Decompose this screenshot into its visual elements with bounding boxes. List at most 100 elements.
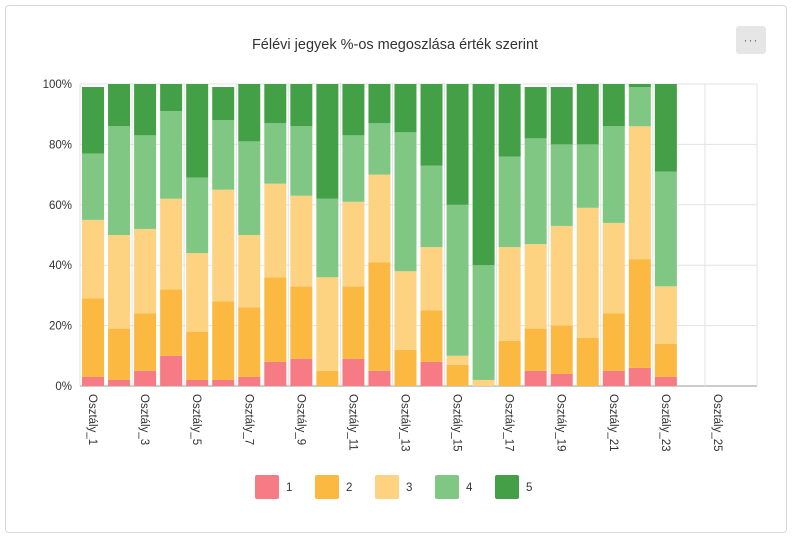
legend-swatch-4[interactable] [435, 475, 459, 499]
bar-segment-grade-1[interactable] [134, 370, 157, 386]
bar-segment-grade-1[interactable] [654, 376, 677, 386]
bar-segment-grade-2[interactable] [316, 370, 339, 386]
legend-swatch-1[interactable] [255, 475, 279, 499]
bar-segment-grade-4[interactable] [524, 138, 547, 245]
bar-segment-grade-2[interactable] [498, 340, 521, 386]
bar-segment-grade-1[interactable] [212, 379, 235, 386]
bar-segment-grade-3[interactable] [82, 219, 105, 299]
bar-segment-grade-1[interactable] [342, 358, 365, 386]
bar-segment-grade-3[interactable] [212, 189, 235, 302]
bar-segment-grade-5[interactable] [134, 84, 157, 136]
bar-segment-grade-3[interactable] [238, 235, 261, 308]
bar-segment-grade-3[interactable] [420, 247, 443, 311]
bar-segment-grade-4[interactable] [654, 171, 677, 287]
bar-segment-grade-4[interactable] [576, 144, 599, 208]
bar-segment-grade-3[interactable] [550, 225, 573, 326]
bar-segment-grade-3[interactable] [186, 253, 209, 332]
bar-segment-grade-1[interactable] [368, 370, 391, 386]
bar-segment-grade-3[interactable] [316, 277, 339, 371]
bar-segment-grade-4[interactable] [394, 132, 417, 272]
bar-segment-grade-1[interactable] [238, 376, 261, 386]
bar-segment-grade-5[interactable] [628, 84, 651, 88]
bar-segment-grade-5[interactable] [264, 84, 287, 124]
bar-segment-grade-5[interactable] [420, 84, 443, 166]
bar-segment-grade-4[interactable] [82, 153, 105, 220]
bar-segment-grade-3[interactable] [446, 355, 469, 365]
bar-segment-grade-3[interactable] [342, 201, 365, 287]
bar-segment-grade-5[interactable] [290, 84, 313, 127]
bar-segment-grade-5[interactable] [160, 84, 183, 112]
bar-segment-grade-4[interactable] [134, 135, 157, 229]
bar-segment-grade-5[interactable] [498, 84, 521, 157]
bar-segment-grade-1[interactable] [628, 367, 651, 386]
bar-segment-grade-2[interactable] [368, 262, 391, 371]
bar-segment-grade-5[interactable] [394, 84, 417, 133]
bar-segment-grade-2[interactable] [290, 286, 313, 359]
legend-label[interactable]: 2 [346, 482, 352, 494]
bar-segment-grade-3[interactable] [368, 174, 391, 263]
bar-segment-grade-2[interactable] [654, 343, 677, 377]
bar-segment-grade-5[interactable] [238, 84, 261, 142]
bar-segment-grade-1[interactable] [264, 361, 287, 386]
bar-segment-grade-2[interactable] [160, 289, 183, 356]
bar-segment-grade-4[interactable] [264, 123, 287, 184]
bar-segment-grade-5[interactable] [368, 84, 391, 124]
legend-label[interactable]: 3 [406, 482, 412, 494]
legend-swatch-3[interactable] [375, 475, 399, 499]
bar-segment-grade-1[interactable] [186, 379, 209, 386]
bar-segment-grade-4[interactable] [160, 111, 183, 199]
bar-segment-grade-2[interactable] [628, 259, 651, 368]
bar-segment-grade-3[interactable] [628, 126, 651, 260]
bar-segment-grade-3[interactable] [394, 271, 417, 350]
bar-segment-grade-5[interactable] [654, 84, 677, 172]
bar-segment-grade-3[interactable] [524, 244, 547, 329]
bar-segment-grade-5[interactable] [446, 84, 469, 205]
bar-segment-grade-1[interactable] [550, 373, 573, 386]
bar-segment-grade-4[interactable] [420, 165, 443, 248]
bar-segment-grade-1[interactable] [108, 379, 131, 386]
bar-segment-grade-5[interactable] [108, 84, 131, 127]
bar-segment-grade-4[interactable] [342, 135, 365, 202]
bar-segment-grade-3[interactable] [134, 228, 157, 314]
bar-segment-grade-1[interactable] [602, 370, 625, 386]
bar-segment-grade-5[interactable] [186, 84, 209, 178]
bar-segment-grade-4[interactable] [316, 198, 339, 278]
bar-segment-grade-4[interactable] [186, 177, 209, 254]
bar-segment-grade-5[interactable] [472, 84, 495, 266]
bar-segment-grade-3[interactable] [264, 183, 287, 278]
legend-swatch-5[interactable] [495, 475, 519, 499]
bar-segment-grade-1[interactable] [82, 376, 105, 386]
bar-segment-grade-2[interactable] [446, 364, 469, 386]
bar-segment-grade-4[interactable] [602, 126, 625, 223]
legend-label[interactable]: 4 [466, 482, 473, 494]
bar-segment-grade-2[interactable] [550, 325, 573, 374]
bar-segment-grade-5[interactable] [576, 84, 599, 145]
bar-segment-grade-3[interactable] [290, 195, 313, 287]
bar-segment-grade-4[interactable] [472, 265, 495, 380]
bar-segment-grade-3[interactable] [472, 379, 495, 386]
bar-segment-grade-5[interactable] [212, 87, 235, 121]
bar-segment-grade-3[interactable] [498, 247, 521, 341]
bar-segment-grade-4[interactable] [238, 141, 261, 235]
bar-segment-grade-3[interactable] [160, 198, 183, 290]
legend-swatch-2[interactable] [315, 475, 339, 499]
bar-segment-grade-1[interactable] [160, 355, 183, 386]
bar-segment-grade-4[interactable] [368, 123, 391, 175]
bar-segment-grade-3[interactable] [576, 207, 599, 338]
bar-segment-grade-2[interactable] [576, 337, 599, 386]
bar-segment-grade-2[interactable] [238, 307, 261, 377]
bar-segment-grade-1[interactable] [290, 358, 313, 386]
bar-segment-grade-5[interactable] [342, 84, 365, 136]
bar-segment-grade-3[interactable] [654, 286, 677, 344]
chart-menu-button[interactable]: ··· [736, 26, 766, 54]
bar-segment-grade-4[interactable] [108, 126, 131, 235]
bar-segment-grade-5[interactable] [550, 87, 573, 145]
bar-segment-grade-4[interactable] [498, 156, 521, 248]
legend-label[interactable]: 5 [526, 482, 532, 494]
bar-segment-grade-2[interactable] [134, 313, 157, 371]
bar-segment-grade-4[interactable] [550, 144, 573, 226]
bar-segment-grade-1[interactable] [524, 370, 547, 386]
bar-segment-grade-4[interactable] [290, 126, 313, 196]
bar-segment-grade-4[interactable] [628, 87, 651, 127]
bar-segment-grade-5[interactable] [316, 84, 339, 199]
